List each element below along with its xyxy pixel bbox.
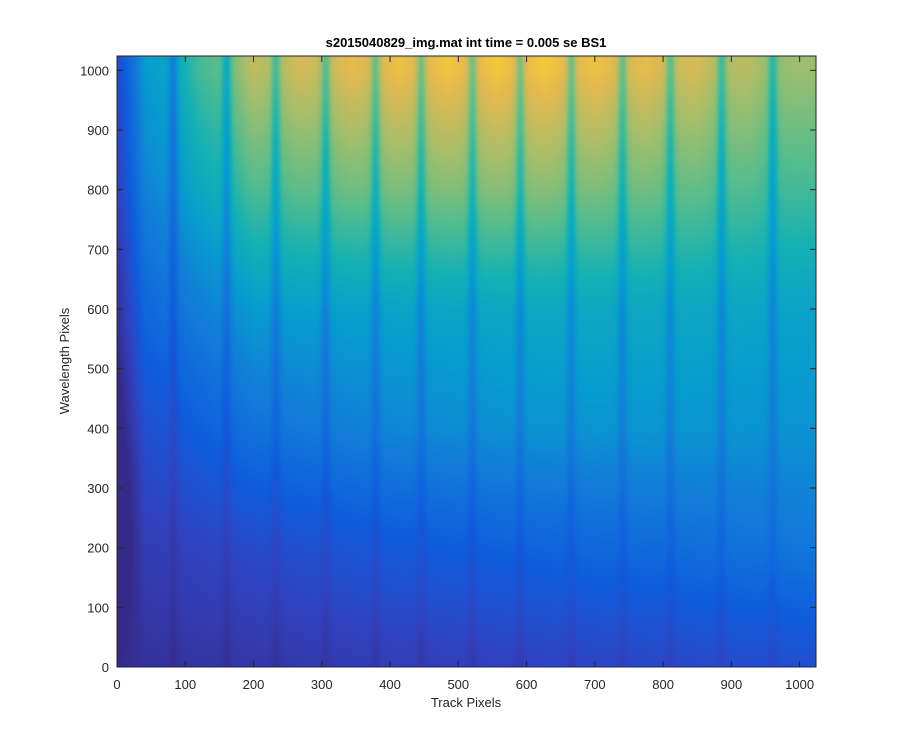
x-tick-label: 900 xyxy=(721,677,743,692)
y-tick-label: 800 xyxy=(87,183,109,198)
x-tick-label: 200 xyxy=(243,677,265,692)
plot-frame xyxy=(116,55,817,668)
x-tick-label: 300 xyxy=(311,677,333,692)
x-axis: 0 100 200 300 400 500 600 700 800 900 1000 xyxy=(113,56,814,692)
x-tick-label: 1000 xyxy=(785,677,814,692)
x-tick-label: 500 xyxy=(447,677,469,692)
y-tick-label: 0 xyxy=(102,660,109,675)
x-axis-label: Track Pixels xyxy=(431,695,502,710)
y-tick-label: 900 xyxy=(87,123,109,138)
x-tick-label: 0 xyxy=(113,677,120,692)
y-tick-label: 1000 xyxy=(80,63,109,78)
y-tick-label: 600 xyxy=(87,302,109,317)
chart-title: s2015040829_img.mat int time = 0.005 se … xyxy=(326,35,607,50)
y-tick-label: 400 xyxy=(87,421,109,436)
y-tick-label: 200 xyxy=(87,541,109,556)
x-tick-label: 600 xyxy=(516,677,538,692)
x-tick-label: 700 xyxy=(584,677,606,692)
plot-area xyxy=(116,55,817,668)
y-tick-label: 100 xyxy=(87,600,109,615)
x-tick-label: 100 xyxy=(174,677,196,692)
heatmap-image xyxy=(117,56,816,667)
y-axis: 0 100 200 300 400 500 600 700 800 900 1000 xyxy=(80,63,816,675)
x-tick-label: 400 xyxy=(379,677,401,692)
y-tick-label: 700 xyxy=(87,242,109,257)
y-axis-label: Wavelength Pixels xyxy=(57,307,72,414)
y-tick-label: 300 xyxy=(87,481,109,496)
x-tick-label: 800 xyxy=(652,677,674,692)
y-tick-label: 500 xyxy=(87,362,109,377)
